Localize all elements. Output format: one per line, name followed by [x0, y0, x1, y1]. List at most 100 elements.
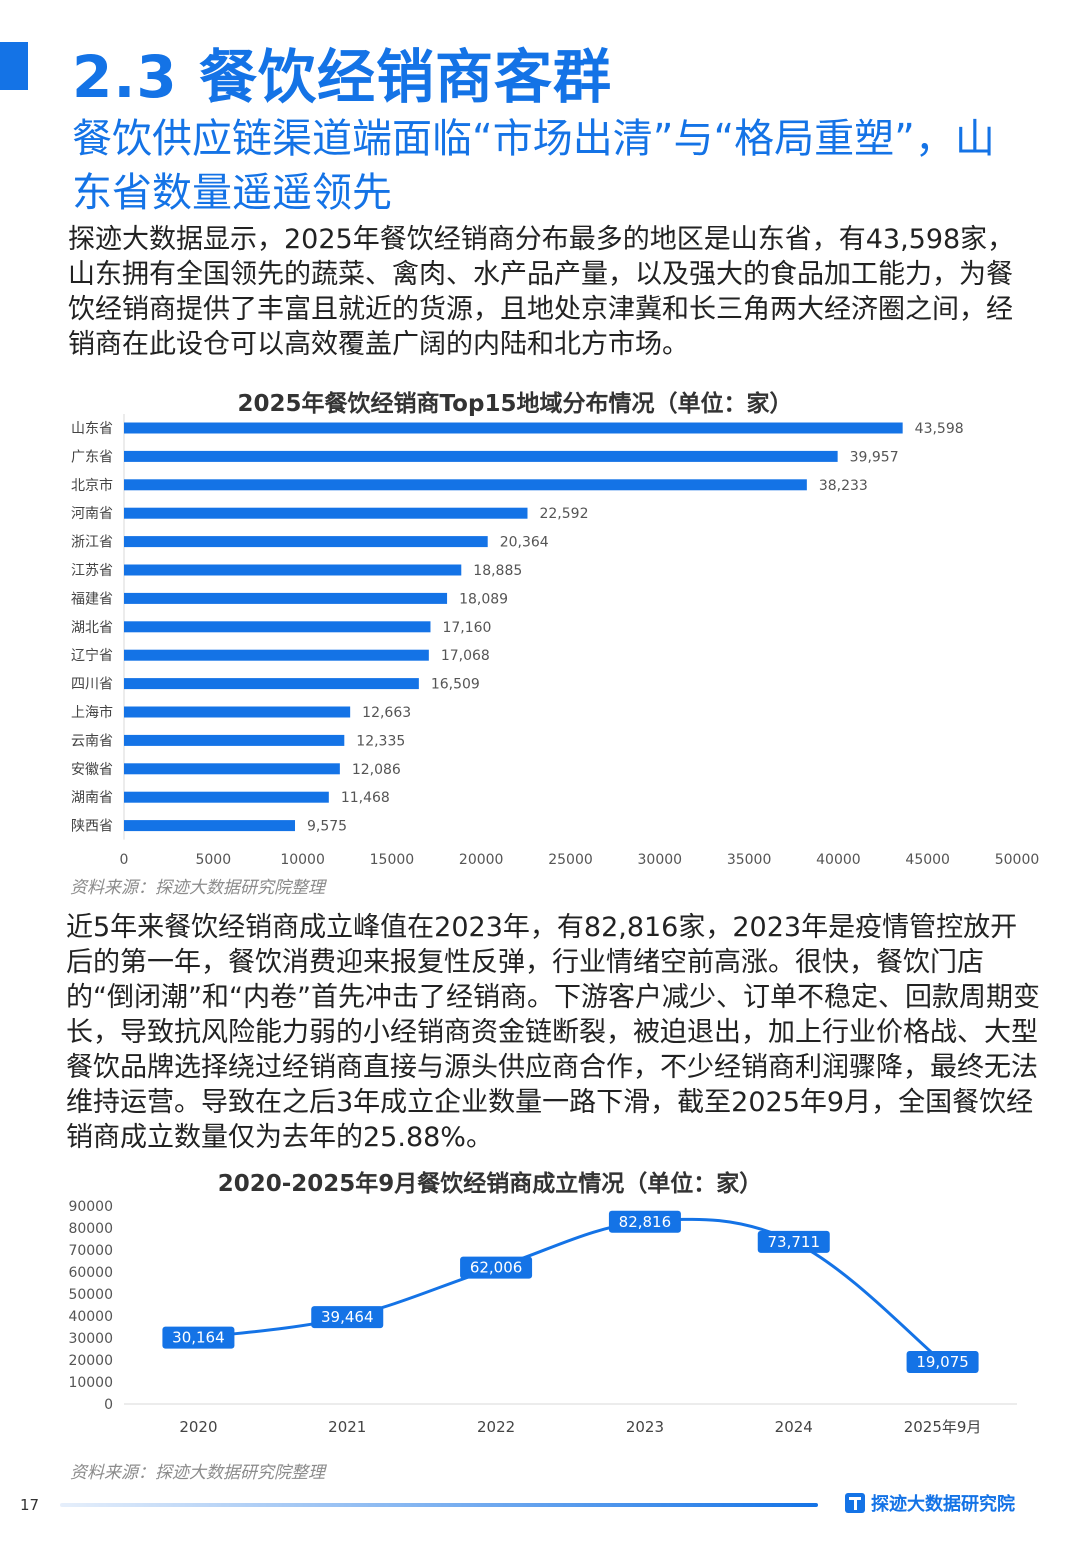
bar	[124, 621, 431, 633]
bar-value-label: 18,089	[459, 591, 508, 607]
bar	[124, 536, 488, 548]
data-value-label: 39,464	[321, 1308, 374, 1326]
y-tick-label: 20000	[68, 1353, 113, 1369]
bar	[124, 734, 345, 746]
y-tick-label: 80000	[68, 1221, 113, 1237]
bar-value-label: 17,160	[442, 620, 491, 636]
bar-category-label: 广东省	[71, 449, 113, 465]
section-title: 2.3 餐饮经销商客群	[72, 43, 612, 111]
x-category-label: 2020	[179, 1418, 217, 1436]
x-tick-label: 0	[120, 852, 129, 868]
series-line	[198, 1217, 944, 1364]
bar	[124, 592, 448, 604]
x-category-label: 2023	[626, 1418, 664, 1436]
bar-category-label: 辽宁省	[71, 647, 113, 664]
bar-value-label: 38,233	[819, 478, 868, 494]
y-tick-label: 90000	[68, 1199, 113, 1215]
bar	[124, 649, 429, 661]
data-label-box	[757, 1230, 830, 1253]
bar-category-label: 上海市	[71, 704, 113, 721]
bar	[124, 507, 528, 519]
bar-value-label: 20,364	[500, 535, 549, 551]
y-tick-label: 10000	[68, 1375, 113, 1391]
x-category-label: 2025年9月	[904, 1418, 982, 1436]
bar-value-label: 16,509	[431, 677, 480, 693]
brand-logo-icon	[845, 1493, 865, 1513]
bar-value-label: 12,086	[352, 762, 401, 778]
page-number: 17	[20, 1496, 40, 1514]
trend-paragraph: 近5年来餐饮经销商成立峰值在2023年，有82,816家，2023年是疫情管控放…	[66, 912, 1040, 1153]
x-category-label: 2021	[328, 1418, 366, 1436]
bar-chart-source: 资料来源：探迹大数据研究院整理	[70, 878, 325, 898]
x-tick-label: 45000	[905, 852, 950, 868]
bar-value-label: 9,575	[307, 819, 347, 835]
yearly-line-chart: 0 10000 20000 30000 40000 50000 60000 70000 8000…	[68, 1199, 1017, 1436]
bar-value-label: 18,885	[473, 563, 522, 579]
title-accent-bar	[0, 42, 28, 90]
data-value-label: 73,711	[768, 1233, 821, 1251]
x-tick-label: 25000	[548, 852, 593, 868]
bar-value-label: 12,663	[362, 705, 411, 721]
section-subtitle: 餐饮供应链渠道端面临“市场出清”与“格局重塑”，山东省数量遥遥领先	[72, 116, 995, 216]
footer-brand: 探迹大数据研究院	[845, 1490, 1015, 1516]
x-category-label: 2022	[477, 1418, 515, 1436]
x-tick-label: 50000	[995, 852, 1040, 868]
data-label-box	[608, 1210, 681, 1233]
x-tick-label: 30000	[638, 852, 683, 868]
bar-category-label: 河南省	[71, 506, 113, 522]
data-label-box	[311, 1306, 384, 1329]
bar	[124, 422, 903, 434]
y-tick-label: 40000	[68, 1309, 113, 1325]
bar	[124, 820, 296, 832]
y-tick-label: 30000	[68, 1331, 113, 1347]
bar	[124, 564, 462, 576]
bar-value-label: 43,598	[915, 421, 964, 437]
bar-value-label: 17,068	[441, 648, 490, 664]
y-tick-label: 60000	[68, 1265, 113, 1281]
bar-category-label: 浙江省	[71, 535, 113, 551]
bar	[124, 763, 340, 775]
bar-category-label: 山东省	[71, 421, 113, 437]
data-value-label: 19,075	[916, 1353, 969, 1371]
x-tick-label: 35000	[727, 852, 772, 868]
bar-value-label: 12,335	[356, 733, 405, 749]
bar-value-label: 11,468	[341, 790, 390, 806]
footer-divider	[60, 1503, 818, 1507]
bar-value-label: 22,592	[539, 506, 588, 522]
x-category-label: 2024	[775, 1418, 813, 1436]
line-chart-title: 2020-2025年9月餐饮经销商成立情况（单位：家）	[217, 1171, 763, 1197]
bar-category-label: 福建省	[71, 591, 113, 607]
bar-category-label: 云南省	[71, 733, 113, 749]
data-value-label: 30,164	[172, 1329, 225, 1347]
bar-category-label: 四川省	[71, 677, 113, 693]
x-tick-label: 10000	[280, 852, 325, 868]
x-tick-label: 5000	[195, 852, 231, 868]
y-tick-label: 50000	[68, 1287, 113, 1303]
bar	[124, 791, 329, 803]
bar-category-label: 陕西省	[71, 819, 113, 835]
x-tick-label: 40000	[816, 852, 861, 868]
x-tick-label: 20000	[459, 852, 504, 868]
x-tick-label: 15000	[370, 852, 415, 868]
bar-category-label: 江苏省	[71, 563, 113, 579]
data-value-label: 82,816	[619, 1213, 672, 1231]
data-label-box	[162, 1326, 235, 1349]
data-value-label: 62,006	[470, 1259, 523, 1277]
brand-name: 探迹大数据研究院	[871, 1494, 1015, 1515]
y-tick-label: 70000	[68, 1243, 113, 1259]
bar	[124, 479, 807, 491]
data-label-box	[906, 1351, 979, 1374]
bar-value-label: 39,957	[850, 449, 899, 465]
bar	[124, 706, 351, 718]
intro-paragraph: 探迹大数据显示，2025年餐饮经销商分布最多的地区是山东省，有43,598家，山…	[68, 224, 1015, 360]
bar	[124, 450, 838, 462]
bar-category-label: 湖北省	[71, 620, 113, 636]
bar-category-label: 安徽省	[71, 762, 113, 778]
bar-chart-title: 2025年餐饮经销商Top15地域分布情况（单位：家）	[237, 391, 793, 417]
region-bar-chart: 山东省 43,598 广东省 39,957 北京市 38,233 河南省 22,592 浙江省 2…	[71, 414, 1040, 868]
bar-category-label: 北京市	[71, 477, 113, 494]
line-chart-source: 资料来源：探迹大数据研究院整理	[70, 1463, 325, 1483]
data-label-box	[460, 1256, 533, 1279]
y-tick-label: 0	[104, 1397, 113, 1413]
bar-category-label: 湖南省	[71, 790, 113, 806]
